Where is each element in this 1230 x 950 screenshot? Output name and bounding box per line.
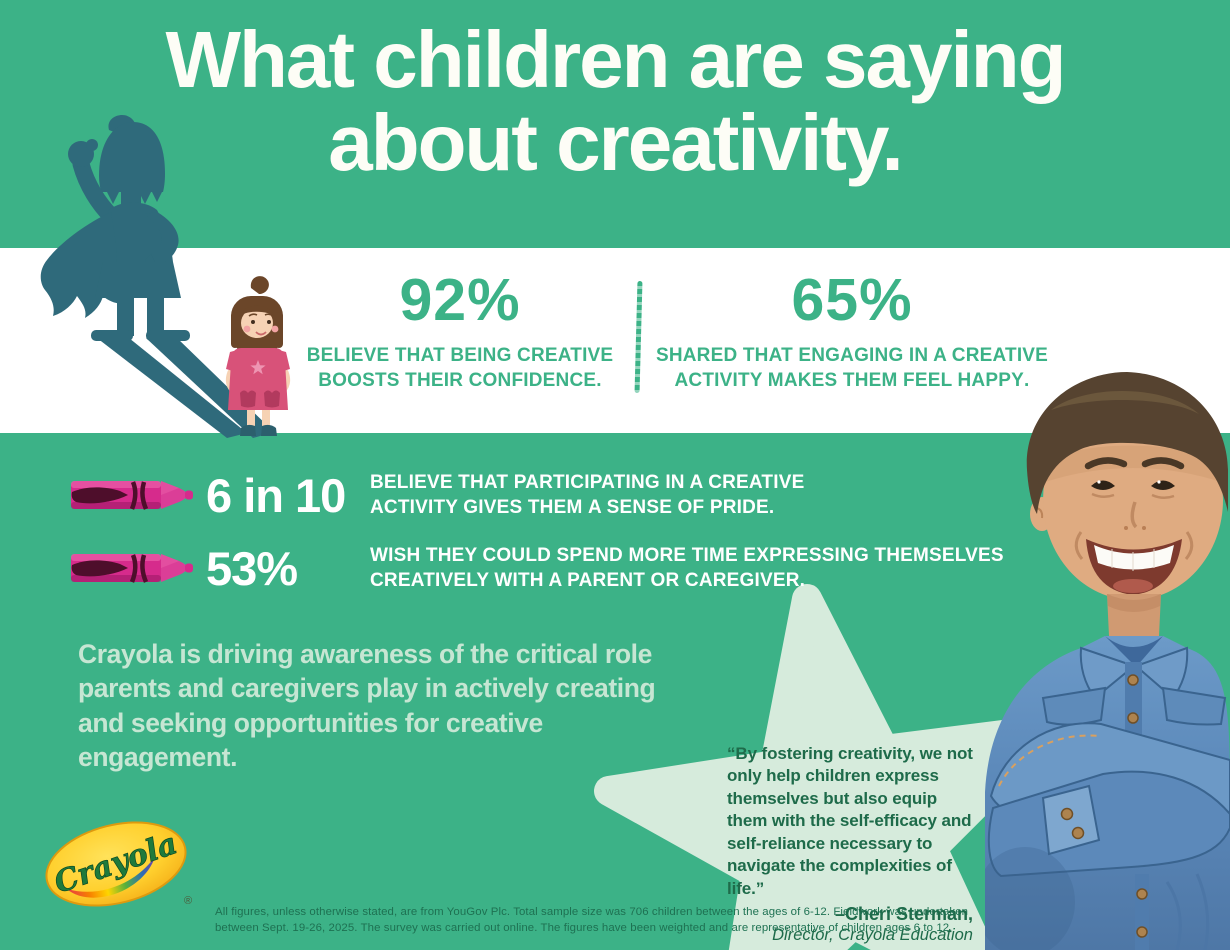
shadow-beams [97, 338, 274, 438]
stat-happy: 65% SHARED THAT ENGAGING IN A CREATIVE A… [650, 266, 1054, 393]
stat-caption: SHARED THAT ENGAGING IN A CREATIVE ACTIV… [655, 345, 1049, 392]
superhero-shadow-illustration [40, 115, 291, 438]
page-title-line1: What children are saying [165, 15, 1067, 104]
quote-attribution: –Cheri Sterman, [834, 904, 973, 925]
stat-value: 65% [791, 267, 913, 333]
crayon-stat-value: 6 in 10 [206, 468, 346, 522]
registered-mark: ® [184, 895, 192, 907]
crayon-stat-caregiver: 53% WISH THEY COULD SPEND MORE TIME EXPR… [70, 537, 1010, 599]
expert-quote: “By fostering creativity, we not only he… [727, 743, 973, 945]
page-title: What children are saying about creativit… [0, 15, 1230, 188]
quote-text: “By fostering creativity, we not only he… [727, 744, 973, 898]
stat-caption: BELIEVE THAT BEING CREATIVE BOOSTS THEIR… [306, 345, 614, 392]
crayon-stat-caption: BELIEVE THAT PARTICIPATING IN A CREATIVE… [370, 471, 805, 518]
crayon-stat-value: 53% [206, 541, 298, 595]
quote-role: Director, Crayola Education [772, 926, 973, 945]
survey-footnote: All figures, unless otherwise stated, ar… [215, 906, 969, 934]
dress-star-icon [250, 360, 266, 375]
page-title-line2: about creativity. [328, 98, 904, 188]
crayon-stat-caption: WISH THEY COULD SPEND MORE TIME EXPRESSI… [370, 544, 1004, 591]
stat-confidence: 92% BELIEVE THAT BEING CREATIVE BOOSTS T… [295, 266, 625, 393]
girl-illustration [225, 276, 291, 436]
stat-value: 92% [399, 267, 521, 333]
crayon-stat-pride: 6 in 10 BELIEVE THAT PARTICIPATING IN A … [70, 464, 822, 526]
crayola-logo: Crayola ® [45, 821, 192, 907]
crayon-icon [71, 481, 193, 510]
crayon-icon [71, 554, 193, 583]
superhero-shadow-icon [40, 115, 190, 341]
boy-photo [985, 372, 1230, 950]
quote-star-icon [594, 584, 1066, 950]
rainbow-swoosh-icon [66, 856, 156, 898]
mission-statement: Crayola is driving awareness of the crit… [78, 639, 656, 773]
